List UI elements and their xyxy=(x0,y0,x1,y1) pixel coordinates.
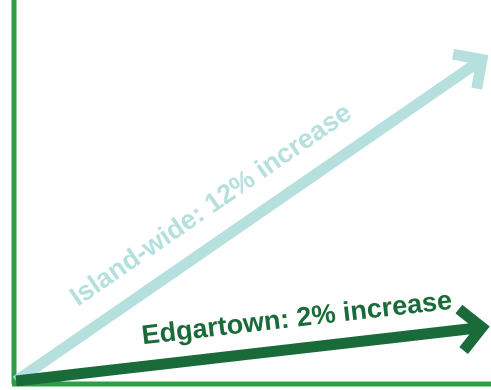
island-wide-arrow-head xyxy=(451,48,489,90)
edgartown-arrow-head xyxy=(455,304,490,354)
island-wide-arrow xyxy=(12,56,483,386)
edgartown-arrow xyxy=(15,322,480,387)
island-wide-label: Island-wide: 12% increase xyxy=(64,97,357,312)
